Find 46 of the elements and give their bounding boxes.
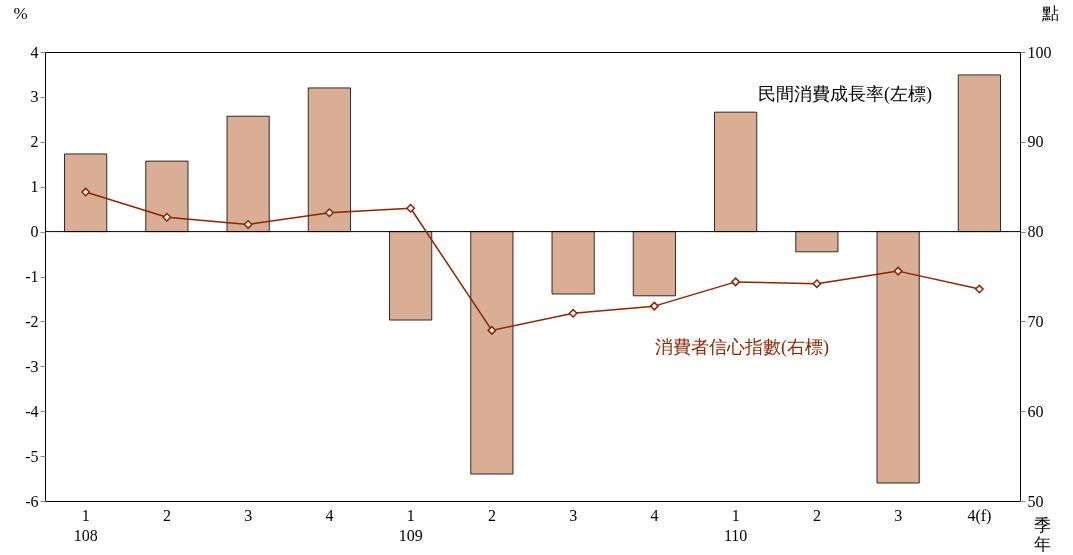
series-label: 消費者信心指數(右標): [655, 337, 829, 358]
x-tick-label: 3: [894, 506, 903, 524]
y-tick-label: -3: [25, 357, 39, 375]
x-tick-label: 2: [162, 506, 171, 524]
point: [81, 187, 91, 197]
point: [487, 325, 497, 335]
series-label: 民間消費成長率(左標): [758, 84, 932, 105]
point: [243, 219, 253, 229]
point: [568, 308, 578, 318]
point: [893, 266, 903, 276]
y-tick-label: 2: [30, 133, 39, 151]
x-tick-label: 3: [569, 506, 578, 524]
x-tick-label: 4(f): [967, 506, 992, 525]
point: [406, 203, 416, 213]
y-tick-label: 1: [30, 178, 39, 196]
y-tick-label: 3: [30, 88, 39, 106]
y-axis-title: %: [13, 3, 28, 23]
point: [812, 279, 822, 289]
x-tick-label: 1 108: [73, 506, 98, 544]
x-tick-label: 2: [487, 506, 496, 524]
y2-tick-label: 60: [1027, 402, 1044, 420]
y-tick-label: -1: [25, 268, 39, 285]
y-tick-label: -2: [25, 312, 39, 330]
x-tick-label: 4: [325, 506, 334, 524]
x-axis-title: 季年: [1034, 515, 1051, 554]
y2-axis-title: 點: [1041, 3, 1059, 23]
y2-tick-label: 90: [1027, 133, 1044, 151]
y-tick-label: -5: [25, 447, 39, 465]
y2-tick-label: 80: [1027, 223, 1044, 241]
x-tick-label: 3: [244, 506, 253, 524]
x-tick-label: 1 109: [398, 506, 423, 544]
y2-tick-label: 50: [1027, 492, 1044, 510]
y2-tick-label: 100: [1027, 43, 1052, 61]
point: [162, 212, 172, 222]
y2-tick-label: 70: [1027, 312, 1044, 330]
point: [324, 208, 334, 218]
point: [731, 277, 741, 287]
y-tick-label: -4: [25, 402, 39, 420]
x-tick-label: 4: [650, 506, 659, 524]
point: [974, 284, 984, 294]
x-tick-label: 1 110: [723, 506, 748, 544]
y-tick-label: -6: [25, 492, 39, 510]
y-tick-label: 0: [30, 223, 39, 241]
point: [649, 301, 659, 311]
y-tick-label: 4: [30, 43, 39, 61]
x-tick-label: 2: [812, 506, 821, 524]
